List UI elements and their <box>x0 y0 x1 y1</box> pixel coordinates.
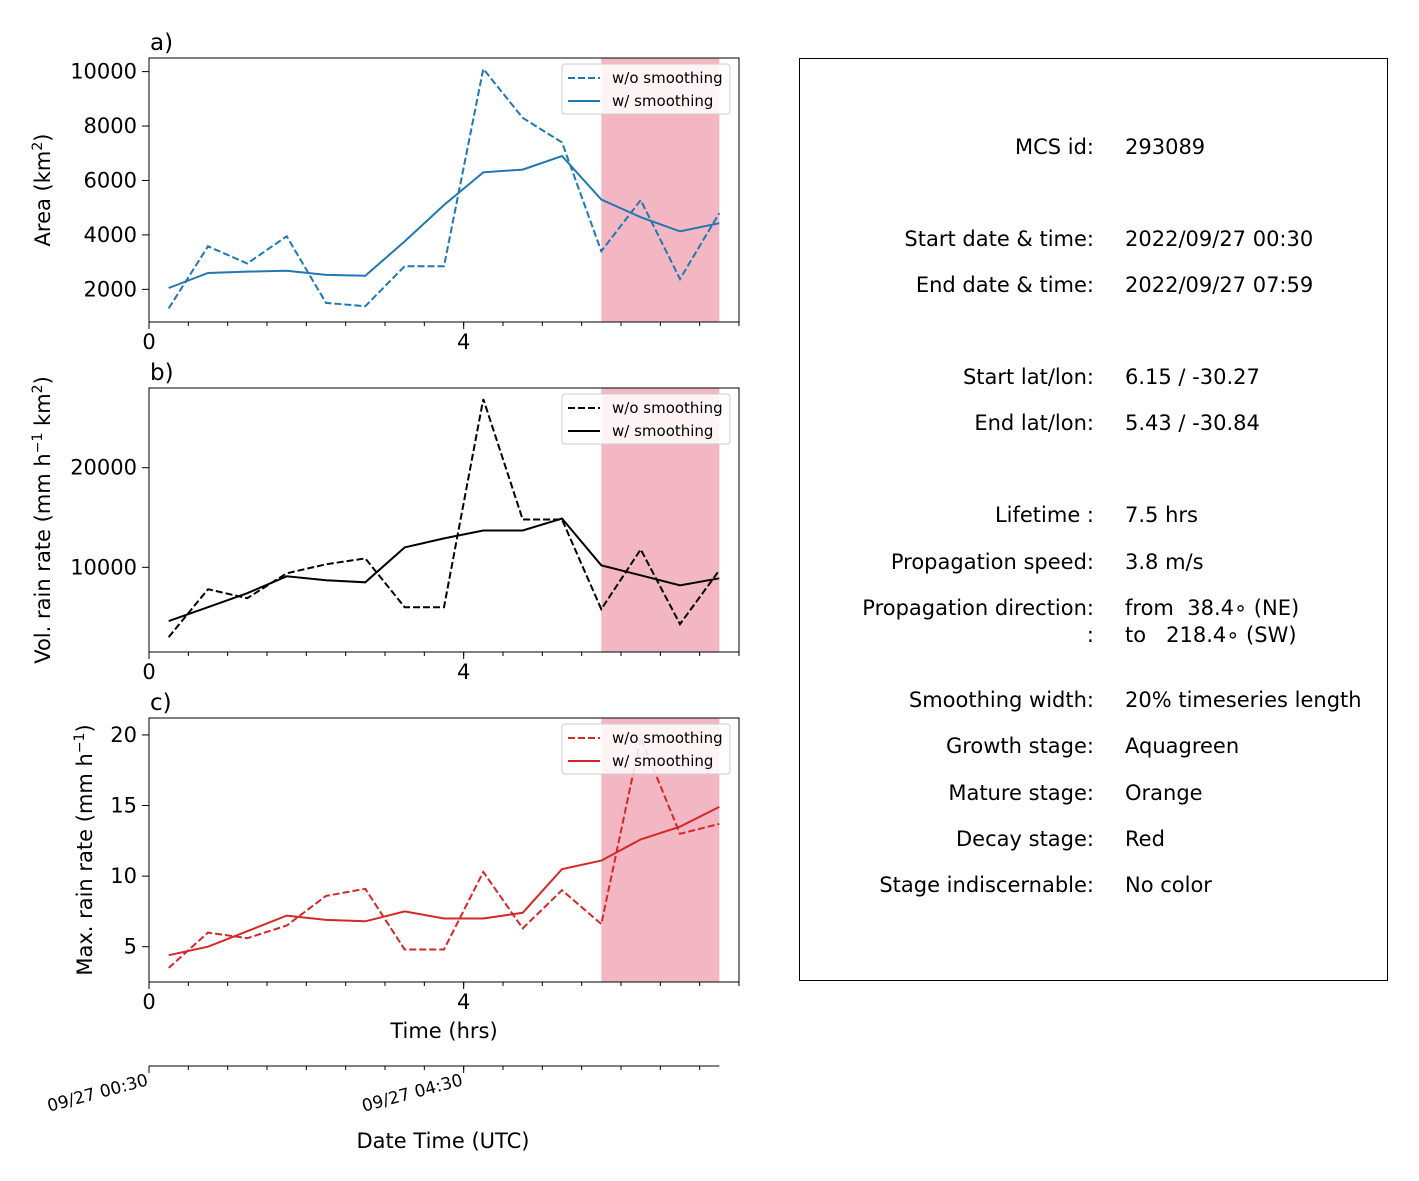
legend-box <box>561 723 731 775</box>
info-label: Stage indiscernable: <box>879 873 1094 897</box>
info-row-start-latlon: Start lat/lon: 6.15 / -30.27 <box>800 362 1389 392</box>
legend: w/o smoothing w/ smoothing <box>561 723 731 775</box>
axes-frame <box>148 57 740 323</box>
legend-label: w/o smoothing <box>612 69 723 87</box>
info-label: Decay stage: <box>956 827 1094 851</box>
chart-panel-c: 0 4 5 10 15 20 c) Max. rain rate (mm h−1) Time (… <box>72 690 740 1043</box>
legend-box <box>561 393 731 445</box>
series-line-smoothed <box>168 517 720 623</box>
date-time-axis: 09/27 00:30 09/27 04:30 Date Time (UTC) <box>45 1065 720 1153</box>
x-tick-label: 4 <box>457 990 470 1014</box>
info-value: 20% timeseries length <box>1125 688 1362 712</box>
y-tick-label: 2000 <box>84 277 137 301</box>
date-tick-label: 09/27 00:30 <box>45 1071 150 1117</box>
info-label: : <box>1086 623 1094 647</box>
y-tick-label: 10000 <box>70 60 137 84</box>
mcs-info-box: MCS id: 293089 Start date & time: 2022/09/2… <box>799 58 1388 981</box>
y-tick-label: 4000 <box>84 223 137 247</box>
series-line-smoothed <box>168 806 720 957</box>
info-row-decay: Decay stage: Red <box>800 824 1389 854</box>
series-line-raw <box>167 398 721 638</box>
legend-box <box>561 63 731 115</box>
y-axis-label: Vol. rain rate (mm h−1 km2) <box>30 376 55 664</box>
date-axis-label: Date Time (UTC) <box>357 1129 530 1153</box>
info-row-start-datetime: Start date & time: 2022/09/27 00:30 <box>800 224 1389 254</box>
legend-label: w/ smoothing <box>612 752 713 770</box>
y-tick-label: 15 <box>110 794 137 818</box>
legend-label: w/ smoothing <box>612 92 713 110</box>
info-value: 6.15 / -30.27 <box>1125 365 1260 389</box>
info-label: End lat/lon: <box>974 411 1094 435</box>
y-tick-label: 5 <box>124 935 137 959</box>
x-tick-label: 0 <box>142 330 155 354</box>
x-axis-label: Time (hrs) <box>389 1019 497 1043</box>
info-label: MCS id: <box>1014 135 1094 159</box>
info-row-growth: Growth stage: Aquagreen <box>800 731 1389 761</box>
y-tick-label: 20000 <box>70 456 137 480</box>
info-row-prop-dir-to: : to 218.4∘ (SW) <box>800 620 1389 650</box>
series-line-smoothed <box>168 154 720 289</box>
series-line-raw <box>167 66 721 309</box>
info-label: Mature stage: <box>948 781 1094 805</box>
y-tick-label: 8000 <box>84 114 137 138</box>
axes-frame <box>148 387 740 653</box>
info-value: 2022/09/27 07:59 <box>1125 273 1314 297</box>
x-tick-label: 4 <box>457 330 470 354</box>
y-axis-label: Max. rain rate (mm h−1) <box>72 724 97 975</box>
legend: w/o smoothing w/ smoothing <box>561 393 731 445</box>
info-row-lifetime: Lifetime : 7.5 hrs <box>800 500 1389 530</box>
date-tick-label: 09/27 04:30 <box>360 1071 465 1117</box>
y-tick-label: 6000 <box>84 168 137 192</box>
y-tick-label: 20 <box>110 723 137 747</box>
legend-label: w/o smoothing <box>612 729 723 747</box>
info-value: No color <box>1125 873 1212 897</box>
legend-label: w/o smoothing <box>612 399 723 417</box>
info-row-mature: Mature stage: Orange <box>800 778 1389 808</box>
series-line-raw <box>168 734 720 969</box>
chart-panel-a: 0 4 2000 4000 6000 8000 10000 a) Area (km2) w/o s… <box>30 30 740 354</box>
info-label: Smoothing width: <box>908 688 1094 712</box>
info-value: 2022/09/27 00:30 <box>1125 227 1314 251</box>
info-label: End date & time: <box>915 273 1094 297</box>
info-row-prop-dir-from: Propagation direction: from 38.4∘ (NE) <box>800 593 1389 623</box>
chart-panel-b: 0 4 10000 20000 b) Vol. rain rate (mm h−1 km2… <box>30 360 740 684</box>
info-value: 3.8 m/s <box>1125 550 1204 574</box>
info-label: Lifetime : <box>994 503 1094 527</box>
info-value: 5.43 / -30.84 <box>1125 411 1260 435</box>
info-row-end-datetime: End date & time: 2022/09/27 07:59 <box>800 270 1389 300</box>
info-row-smoothing: Smoothing width: 20% timeseries length <box>800 685 1389 715</box>
axes-frame <box>148 717 740 983</box>
info-row-prop-speed: Propagation speed: 3.8 m/s <box>800 547 1389 577</box>
x-tick-label: 4 <box>457 660 470 684</box>
info-row-indiscernable: Stage indiscernable: No color <box>800 870 1389 900</box>
y-tick-label: 10000 <box>70 555 137 579</box>
legend-label: w/ smoothing <box>612 422 713 440</box>
info-value: Red <box>1125 827 1165 851</box>
info-value: from 38.4∘ (NE) <box>1125 596 1300 620</box>
info-value: 7.5 hrs <box>1125 503 1198 527</box>
info-row-end-latlon: End lat/lon: 5.43 / -30.84 <box>800 408 1389 438</box>
info-label: Propagation speed: <box>890 550 1094 574</box>
panel-label: b) <box>150 360 174 386</box>
panel-label: a) <box>150 30 173 56</box>
info-value: to 218.4∘ (SW) <box>1125 623 1297 647</box>
info-value: Aquagreen <box>1125 734 1240 758</box>
info-label: Growth stage: <box>945 734 1094 758</box>
info-value: 293089 <box>1125 135 1206 159</box>
info-label: Propagation direction: <box>862 596 1094 620</box>
y-tick-label: 10 <box>110 864 137 888</box>
y-axis-label: Area (km2) <box>30 134 55 247</box>
x-tick-label: 0 <box>142 990 155 1014</box>
info-label: Start lat/lon: <box>962 365 1094 389</box>
info-label: Start date & time: <box>904 227 1094 251</box>
legend: w/o smoothing w/ smoothing <box>561 63 731 115</box>
info-value: Orange <box>1125 781 1203 805</box>
panel-label: c) <box>150 690 172 716</box>
x-tick-label: 0 <box>142 660 155 684</box>
info-row-mcs-id: MCS id: 293089 <box>800 132 1389 162</box>
